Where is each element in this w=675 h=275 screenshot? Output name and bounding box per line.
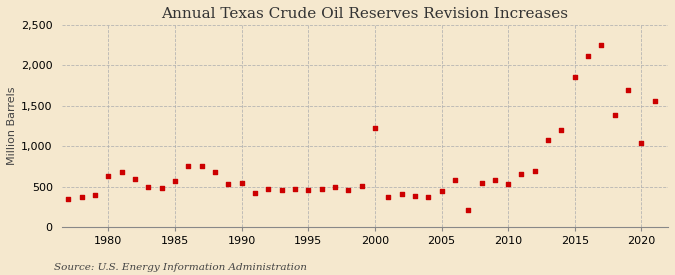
Point <box>583 54 593 59</box>
Point <box>116 170 127 174</box>
Point <box>263 187 273 192</box>
Point <box>543 138 554 142</box>
Point <box>290 186 300 191</box>
Point <box>622 87 633 92</box>
Point <box>210 170 221 174</box>
Point <box>196 163 207 168</box>
Point <box>476 180 487 185</box>
Point <box>143 185 154 189</box>
Point <box>343 188 354 192</box>
Point <box>463 208 474 212</box>
Point <box>183 163 194 168</box>
Point <box>516 172 527 177</box>
Point <box>503 182 514 186</box>
Point <box>157 186 167 190</box>
Point <box>329 185 340 189</box>
Point <box>369 125 380 130</box>
Y-axis label: Million Barrels: Million Barrels <box>7 87 17 165</box>
Point <box>610 112 620 117</box>
Point <box>76 195 87 199</box>
Point <box>223 182 234 186</box>
Point <box>489 178 500 182</box>
Point <box>636 141 647 145</box>
Point <box>529 169 540 174</box>
Title: Annual Texas Crude Oil Reserves Revision Increases: Annual Texas Crude Oil Reserves Revision… <box>161 7 568 21</box>
Point <box>236 181 247 186</box>
Point <box>570 75 580 79</box>
Point <box>316 187 327 191</box>
Point <box>436 188 447 193</box>
Point <box>303 188 314 192</box>
Point <box>450 178 460 182</box>
Point <box>383 195 394 199</box>
Point <box>556 128 567 132</box>
Point <box>596 43 607 47</box>
Point <box>356 184 367 188</box>
Point <box>63 197 74 201</box>
Point <box>276 188 287 192</box>
Point <box>396 192 407 196</box>
Point <box>90 193 101 198</box>
Point <box>169 179 180 183</box>
Text: Source: U.S. Energy Information Administration: Source: U.S. Energy Information Administ… <box>54 263 307 272</box>
Point <box>130 177 140 182</box>
Point <box>649 99 660 103</box>
Point <box>250 191 261 196</box>
Point <box>103 174 114 179</box>
Point <box>423 195 433 199</box>
Point <box>410 194 421 199</box>
